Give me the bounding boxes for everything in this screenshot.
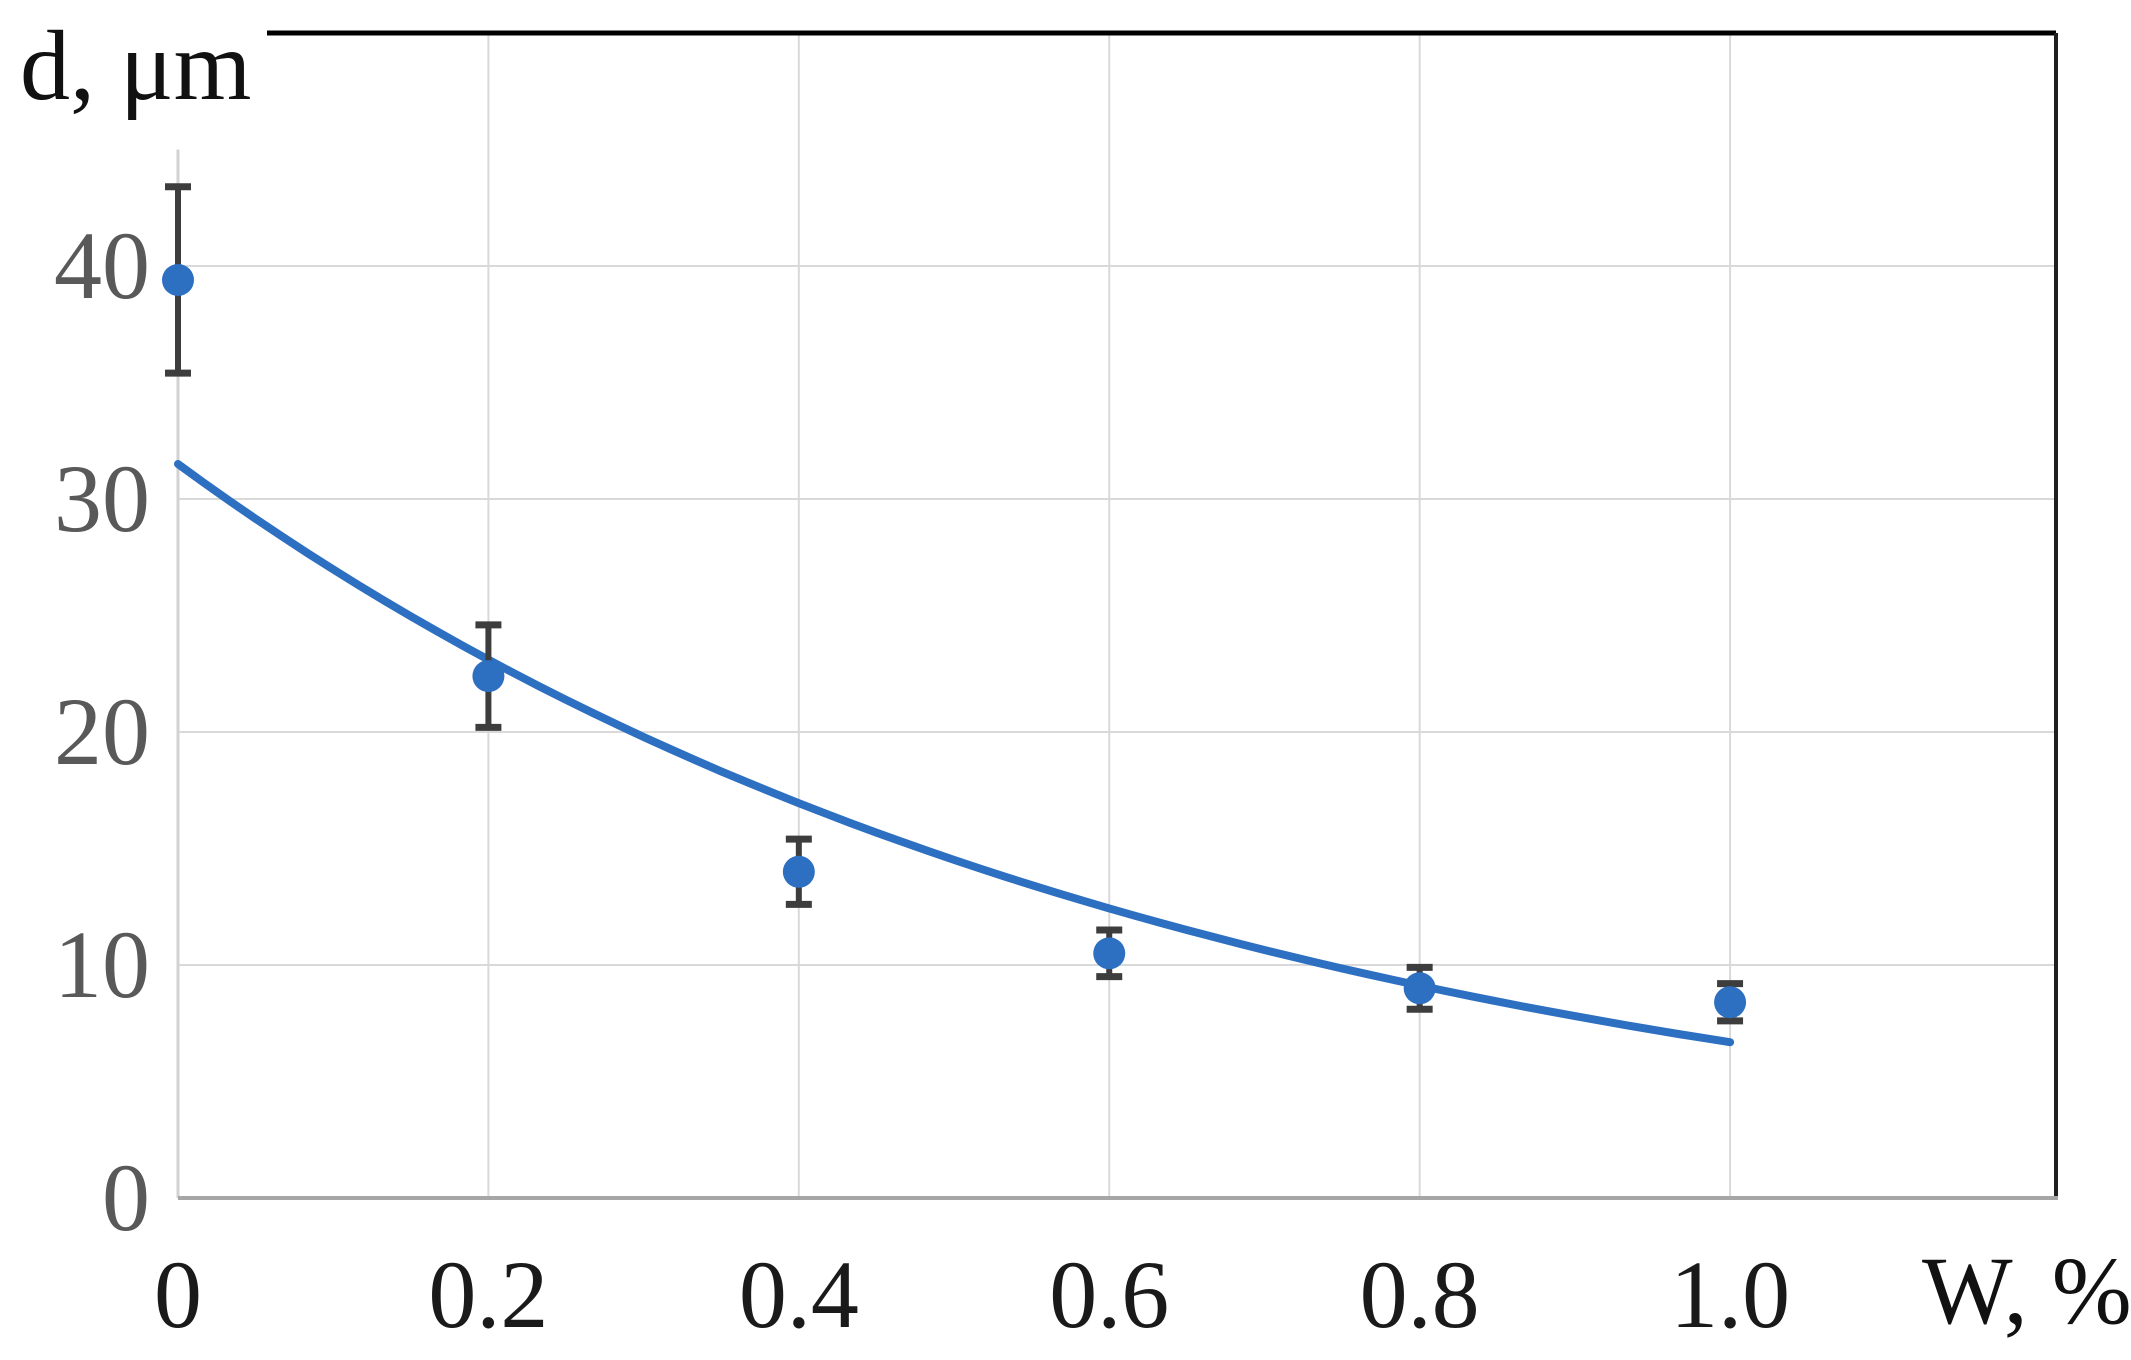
y-tick-label: 20	[54, 678, 150, 785]
y-tick-label: 10	[54, 911, 150, 1018]
y-tick-label: 30	[54, 445, 150, 552]
x-tick-label: 0	[154, 1241, 202, 1348]
y-axis-title: d, μm	[20, 10, 252, 121]
data-point	[1714, 986, 1747, 1019]
y-tick-label: 40	[54, 212, 150, 319]
data-point	[782, 855, 815, 888]
x-tick-label: 0.6	[1049, 1241, 1170, 1348]
x-tick-label: 1.0	[1670, 1241, 1791, 1348]
x-axis-title: W, %	[1922, 1237, 2131, 1344]
y-tick-label: 0	[102, 1144, 150, 1251]
trend-curve	[174, 460, 1735, 1047]
data-point	[472, 660, 505, 693]
x-tick-label: 0.4	[738, 1241, 859, 1348]
data-point	[1093, 937, 1126, 970]
x-tick-label: 0.8	[1359, 1241, 1480, 1348]
x-tick-label: 0.2	[428, 1241, 549, 1348]
data-point	[1403, 972, 1436, 1005]
data-point	[162, 263, 194, 296]
